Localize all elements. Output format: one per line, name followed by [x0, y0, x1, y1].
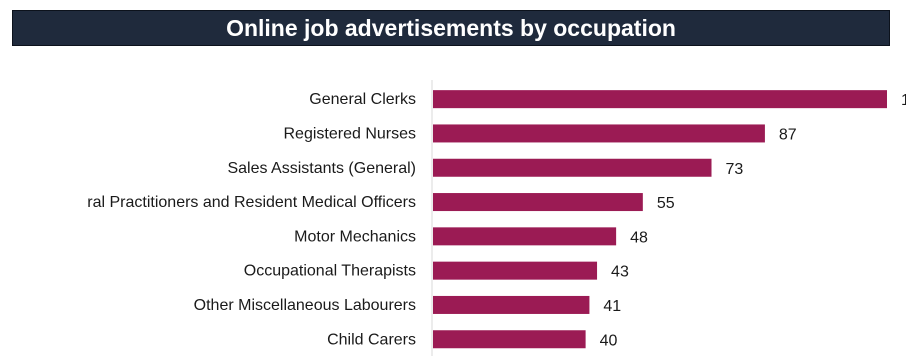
- category-label-6: Occupational Therapists: [244, 263, 416, 280]
- value-label-5: 48: [630, 229, 648, 246]
- category-label-4: ral Practitioners and Resident Medical O…: [87, 194, 416, 211]
- value-label-4: 55: [657, 195, 675, 212]
- category-label-1: General Clerks: [309, 91, 416, 108]
- category-labels-group: General Clerks Registered Nurses Sales Ass…: [87, 91, 416, 348]
- chart-title: Online job advertisements by occupation: [226, 14, 676, 41]
- bar-2: [433, 124, 765, 143]
- category-label-2: Registered Nurses: [284, 125, 417, 142]
- category-label-8: Child Carers: [327, 331, 416, 348]
- value-label-1: 1: [901, 92, 906, 109]
- bar-8: [433, 330, 586, 349]
- value-label-6: 43: [611, 264, 629, 281]
- value-label-2: 87: [779, 126, 797, 143]
- chart-title-bar: Online job advertisements by occupation: [12, 10, 890, 46]
- bar-5: [433, 227, 617, 246]
- category-label-5: Motor Mechanics: [294, 228, 416, 245]
- value-label-3: 73: [726, 161, 744, 178]
- value-label-8: 40: [600, 332, 618, 349]
- category-label-7: Other Miscellaneous Labourers: [194, 297, 416, 314]
- bars-group: [433, 90, 887, 349]
- bar-3: [433, 158, 712, 177]
- value-labels-group: 1 87 73 55 48 43 41 40: [600, 92, 906, 349]
- value-label-7: 41: [603, 298, 621, 315]
- bar-7: [433, 295, 590, 314]
- bar-1: [433, 90, 887, 109]
- bar-4: [433, 193, 643, 212]
- bar-6: [433, 261, 598, 280]
- category-label-3: Sales Assistants (General): [227, 160, 416, 177]
